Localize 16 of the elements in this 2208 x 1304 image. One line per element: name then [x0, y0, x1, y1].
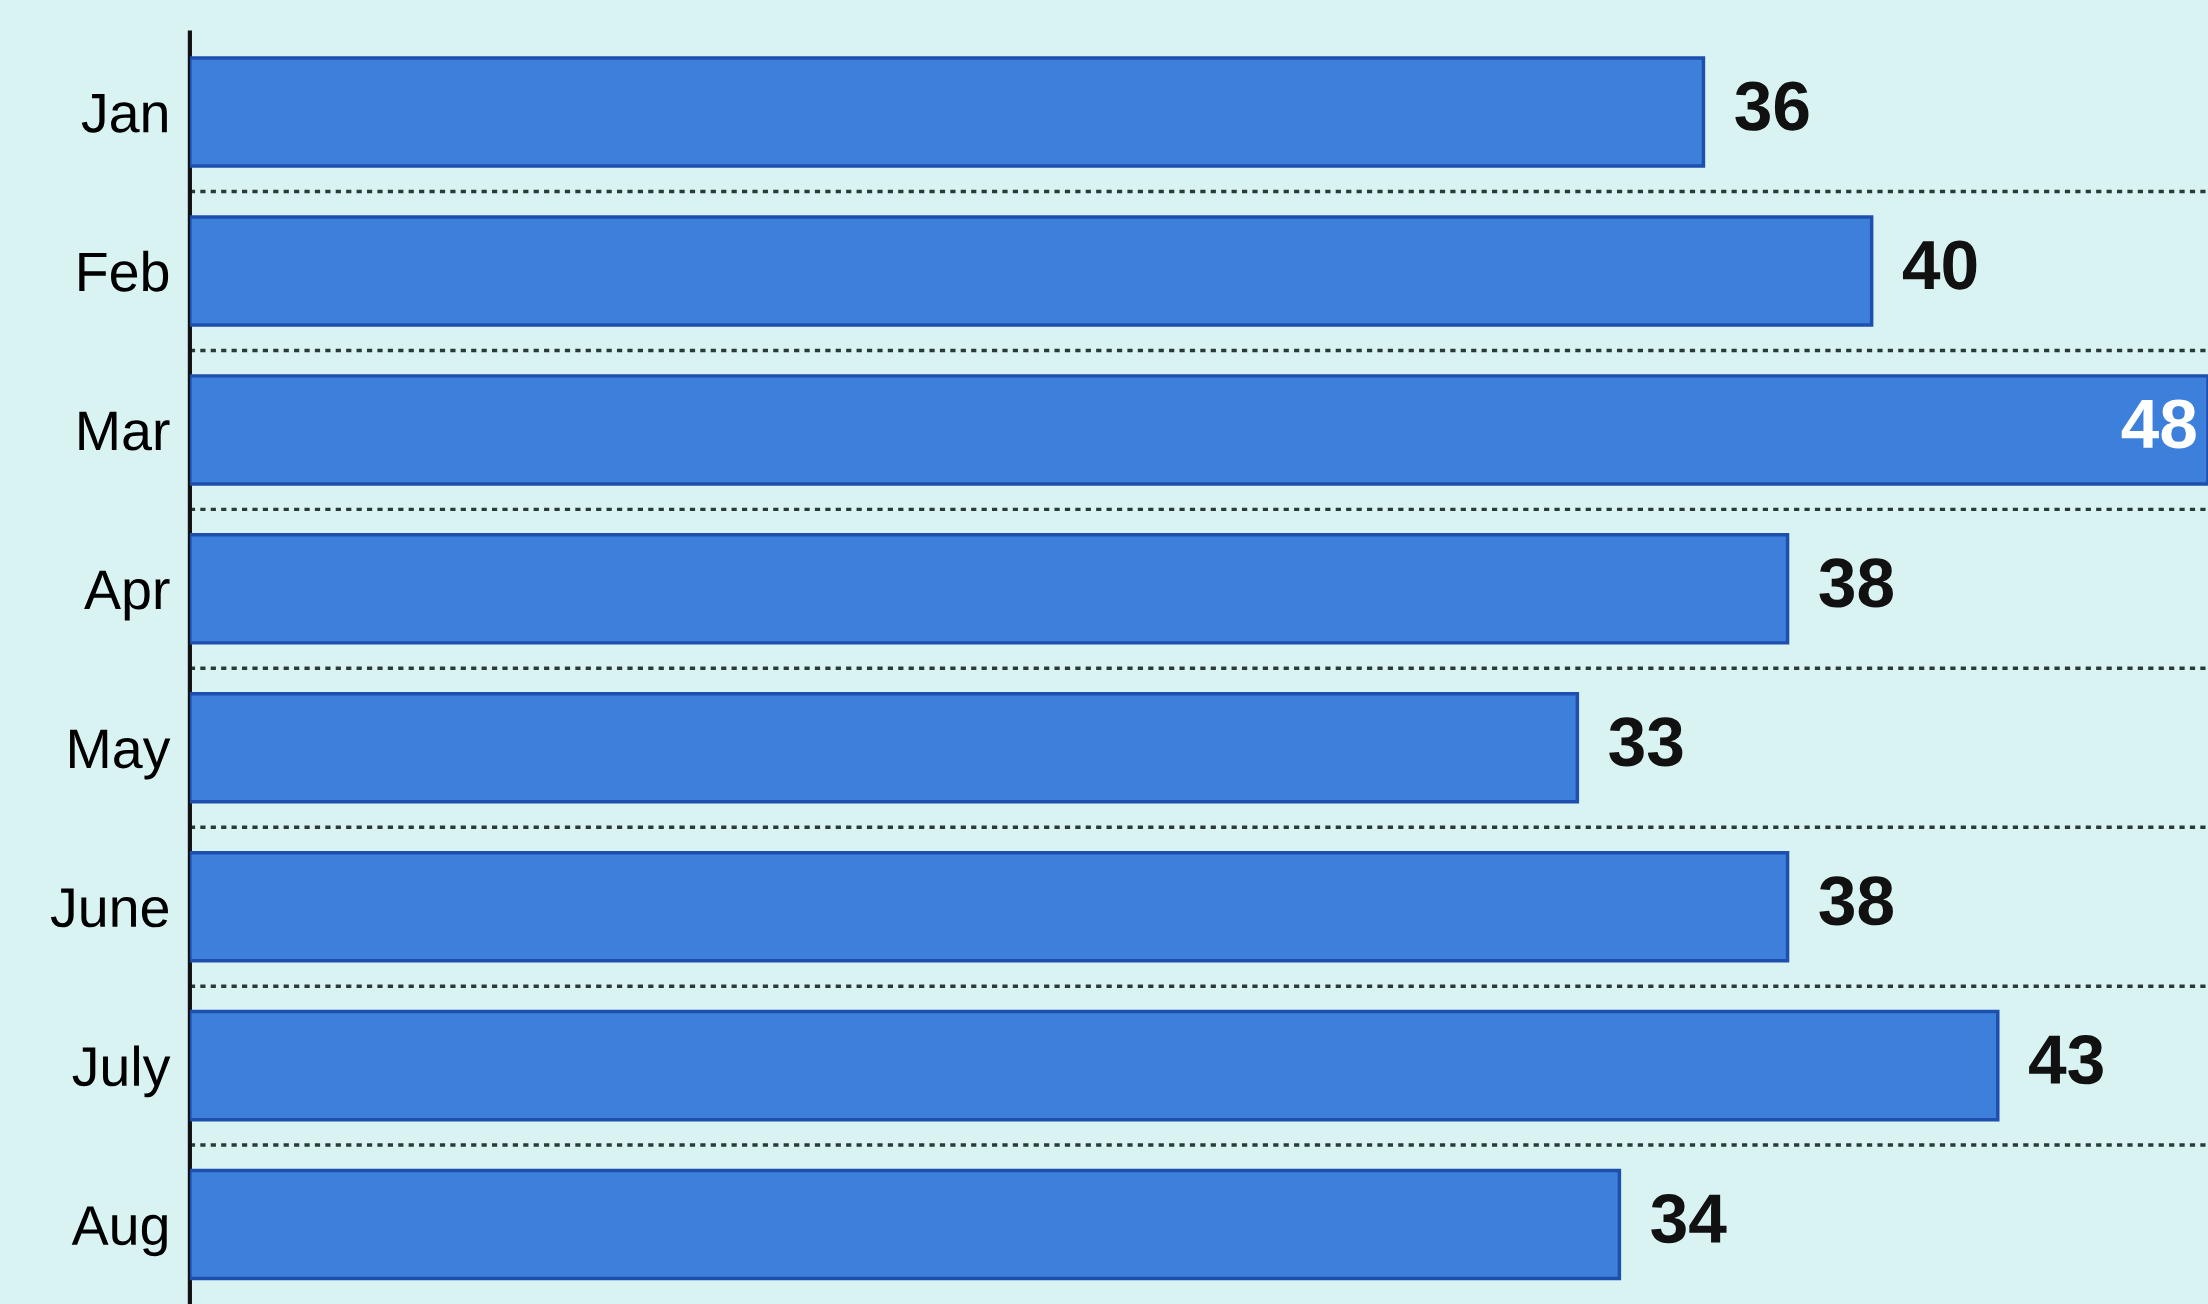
data-label: 38 [1819, 876, 1893, 926]
data-label: 48 [2121, 399, 2196, 449]
data-label: 38 [1819, 558, 1893, 608]
data-label: 40 [1902, 240, 1977, 290]
y-tick-label: Apr [84, 570, 170, 621]
y-tick-label: July [72, 1045, 171, 1098]
y-tick-label: Jan [81, 93, 167, 133]
data-label: 33 [1609, 717, 1683, 767]
data-label: 34 [1651, 1194, 1727, 1244]
data-label: 43 [2029, 1035, 2103, 1085]
y-tick-label: Feb [79, 250, 169, 292]
y-tick-label: Mar [79, 411, 170, 451]
y-tick-label: May [70, 729, 171, 780]
data-label: 36 [1735, 81, 1809, 131]
y-tick-label: Aug [71, 1206, 167, 1257]
y-tick-label: June [50, 888, 168, 928]
